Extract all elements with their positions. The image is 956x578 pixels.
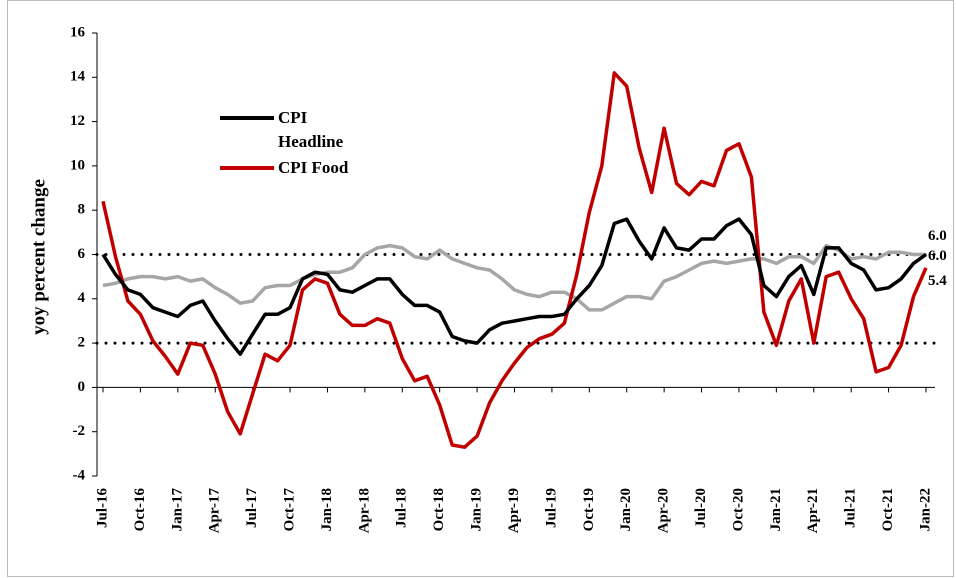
x-tick-label: Jul-18 bbox=[394, 488, 410, 528]
x-tick-label: Jul-16 bbox=[94, 488, 110, 529]
y-tick-label: 0 bbox=[78, 379, 86, 395]
legend-label: CPI Headline bbox=[278, 108, 344, 151]
x-tick-label: Apr-21 bbox=[805, 488, 821, 533]
x-tick-label: Jan-21 bbox=[768, 488, 784, 531]
x-tick-label: Jul-21 bbox=[843, 488, 859, 528]
y-tick-label: 14 bbox=[70, 69, 86, 85]
x-tick-label: Apr-18 bbox=[356, 488, 372, 533]
y-tick-label: 2 bbox=[78, 335, 86, 351]
legend-swatch bbox=[220, 166, 274, 170]
y-tick-label: 6 bbox=[78, 246, 86, 262]
x-tick-label: Oct-18 bbox=[431, 488, 447, 531]
x-tick-label: Apr-19 bbox=[506, 488, 522, 533]
legend-label: CPI Food bbox=[278, 158, 349, 177]
x-tick-label: Jan-20 bbox=[618, 488, 634, 531]
series-line bbox=[102, 243, 926, 312]
y-tick-label: 12 bbox=[70, 113, 85, 129]
x-tick-label: Jan-22 bbox=[917, 488, 933, 531]
x-tick-label: Jul-20 bbox=[693, 488, 709, 528]
legend-swatch bbox=[220, 116, 274, 120]
y-tick-label: 4 bbox=[78, 290, 86, 306]
x-tick-label: Oct-20 bbox=[730, 488, 746, 531]
x-tick-label: Oct-16 bbox=[132, 488, 148, 532]
x-tick-label: Jan-17 bbox=[169, 488, 185, 532]
end-label: 6.0 bbox=[928, 228, 947, 244]
series-line bbox=[101, 217, 928, 356]
x-tick-label: Jan-19 bbox=[469, 488, 485, 531]
y-tick-label: -2 bbox=[73, 423, 86, 439]
x-tick-label: Oct-21 bbox=[880, 488, 896, 531]
legend-item: CPI Headline bbox=[220, 106, 368, 154]
x-tick-label: Jul-19 bbox=[543, 488, 559, 528]
end-label: 5.4 bbox=[928, 273, 947, 289]
x-tick-label: Oct-17 bbox=[281, 488, 297, 532]
legend-item: CPI Food bbox=[220, 156, 368, 180]
y-tick-label: 10 bbox=[70, 157, 85, 173]
y-tick-label: -4 bbox=[73, 467, 86, 483]
x-tick-label: Apr-20 bbox=[656, 488, 672, 533]
end-label: 6.0 bbox=[928, 248, 947, 264]
x-tick-label: Jan-18 bbox=[319, 488, 335, 531]
frame bbox=[7, 0, 954, 577]
y-tick-label: 8 bbox=[78, 202, 86, 218]
series-line bbox=[101, 71, 928, 449]
y-axis-label: yoy percent change bbox=[28, 179, 49, 335]
y-tick-label: 16 bbox=[70, 24, 86, 40]
x-tick-label: Oct-19 bbox=[581, 488, 597, 531]
x-tick-label: Apr-17 bbox=[207, 488, 223, 534]
x-tick-label: Jul-17 bbox=[244, 488, 260, 529]
